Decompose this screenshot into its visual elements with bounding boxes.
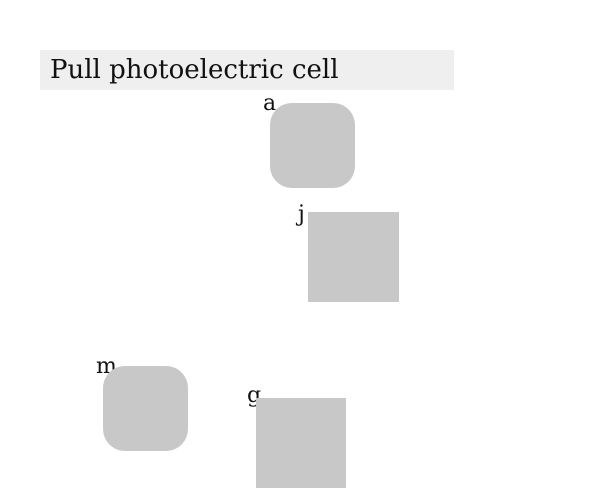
rounded-square-m[interactable] xyxy=(103,366,188,451)
task-instruction: Pull photoelectric cell xyxy=(40,50,454,90)
square-g[interactable] xyxy=(256,398,346,488)
task-instruction-text: Pull photoelectric cell xyxy=(50,55,339,85)
rounded-square-a[interactable] xyxy=(270,103,355,188)
shape-label-j: j xyxy=(298,202,305,227)
square-j[interactable] xyxy=(308,212,399,302)
shape-label-a: a xyxy=(263,91,277,116)
